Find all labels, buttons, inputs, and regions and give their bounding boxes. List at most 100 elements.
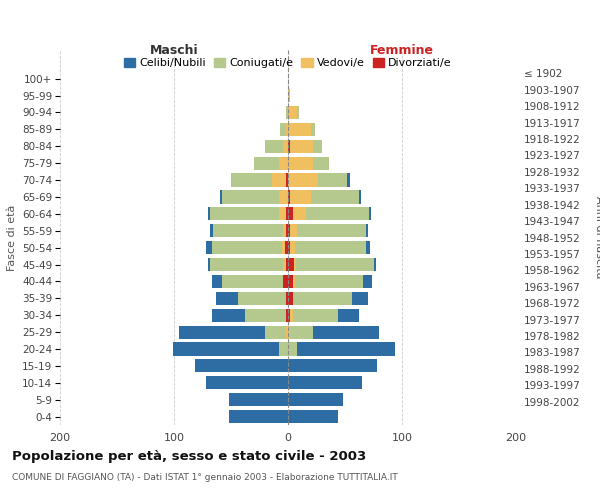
- Bar: [279, 190, 288, 203]
- Bar: [288, 308, 290, 322]
- Bar: [293, 208, 306, 220]
- Bar: [286, 258, 288, 271]
- Bar: [297, 342, 395, 355]
- Bar: [288, 174, 317, 186]
- Bar: [222, 275, 283, 288]
- Bar: [286, 292, 288, 305]
- Bar: [288, 376, 362, 390]
- Bar: [206, 241, 212, 254]
- Bar: [279, 156, 288, 170]
- Bar: [206, 376, 288, 390]
- Bar: [347, 174, 350, 186]
- Bar: [254, 156, 279, 170]
- Bar: [306, 208, 369, 220]
- Bar: [295, 275, 363, 288]
- Bar: [283, 275, 288, 288]
- Bar: [288, 326, 290, 338]
- Bar: [245, 308, 286, 322]
- Bar: [338, 308, 359, 322]
- Bar: [363, 275, 373, 288]
- Bar: [293, 292, 352, 305]
- Bar: [313, 326, 379, 338]
- Bar: [179, 326, 265, 338]
- Bar: [194, 360, 288, 372]
- Text: Femmine: Femmine: [370, 44, 434, 57]
- Bar: [211, 208, 279, 220]
- Bar: [288, 275, 293, 288]
- Bar: [313, 140, 322, 153]
- Bar: [288, 342, 297, 355]
- Bar: [212, 241, 283, 254]
- Bar: [286, 174, 288, 186]
- Bar: [288, 393, 343, 406]
- Bar: [173, 342, 279, 355]
- Bar: [313, 156, 329, 170]
- Bar: [286, 123, 288, 136]
- Bar: [238, 292, 286, 305]
- Bar: [213, 224, 283, 237]
- Bar: [288, 106, 297, 119]
- Bar: [265, 326, 286, 338]
- Bar: [290, 224, 297, 237]
- Bar: [283, 241, 284, 254]
- Bar: [288, 140, 290, 153]
- Legend: Celibi/Nubili, Coniugati/e, Vedovi/e, Divorziati/e: Celibi/Nubili, Coniugati/e, Vedovi/e, Di…: [122, 56, 454, 70]
- Y-axis label: Fasce di età: Fasce di età: [7, 204, 17, 270]
- Bar: [317, 174, 347, 186]
- Bar: [288, 360, 377, 372]
- Bar: [272, 174, 286, 186]
- Bar: [365, 224, 368, 237]
- Bar: [288, 241, 290, 254]
- Bar: [296, 258, 373, 271]
- Bar: [288, 224, 290, 237]
- Bar: [288, 123, 311, 136]
- Text: Popolazione per età, sesso e stato civile - 2003: Popolazione per età, sesso e stato civil…: [12, 450, 366, 463]
- Bar: [290, 190, 311, 203]
- Bar: [288, 156, 313, 170]
- Bar: [288, 89, 290, 102]
- Bar: [288, 208, 293, 220]
- Bar: [208, 208, 211, 220]
- Bar: [279, 342, 288, 355]
- Bar: [280, 123, 286, 136]
- Text: Maschi: Maschi: [149, 44, 199, 57]
- Bar: [216, 292, 238, 305]
- Bar: [286, 106, 288, 119]
- Bar: [212, 308, 245, 322]
- Bar: [286, 326, 288, 338]
- Bar: [208, 258, 211, 271]
- Bar: [293, 308, 338, 322]
- Bar: [352, 292, 368, 305]
- Bar: [369, 208, 371, 220]
- Bar: [288, 258, 294, 271]
- Bar: [297, 224, 365, 237]
- Bar: [295, 241, 365, 254]
- Bar: [212, 275, 222, 288]
- Bar: [211, 258, 283, 271]
- Bar: [229, 393, 288, 406]
- Bar: [229, 410, 288, 423]
- Bar: [288, 410, 338, 423]
- Bar: [297, 106, 299, 119]
- Bar: [311, 123, 316, 136]
- Bar: [365, 241, 370, 254]
- Bar: [283, 224, 286, 237]
- Bar: [311, 190, 359, 203]
- Bar: [283, 258, 286, 271]
- Bar: [293, 275, 295, 288]
- Bar: [359, 190, 361, 203]
- Bar: [286, 224, 288, 237]
- Bar: [286, 208, 288, 220]
- Bar: [373, 258, 376, 271]
- Y-axis label: Anni di nascita: Anni di nascita: [594, 196, 600, 279]
- Bar: [290, 241, 295, 254]
- Text: COMUNE DI FAGGIANO (TA) - Dati ISTAT 1° gennaio 2003 - Elaborazione TUTTITALIA.I: COMUNE DI FAGGIANO (TA) - Dati ISTAT 1° …: [12, 472, 398, 482]
- Bar: [288, 190, 290, 203]
- Bar: [283, 140, 288, 153]
- Bar: [231, 174, 272, 186]
- Bar: [290, 308, 293, 322]
- Bar: [290, 140, 313, 153]
- Bar: [290, 326, 313, 338]
- Bar: [288, 292, 293, 305]
- Bar: [265, 140, 283, 153]
